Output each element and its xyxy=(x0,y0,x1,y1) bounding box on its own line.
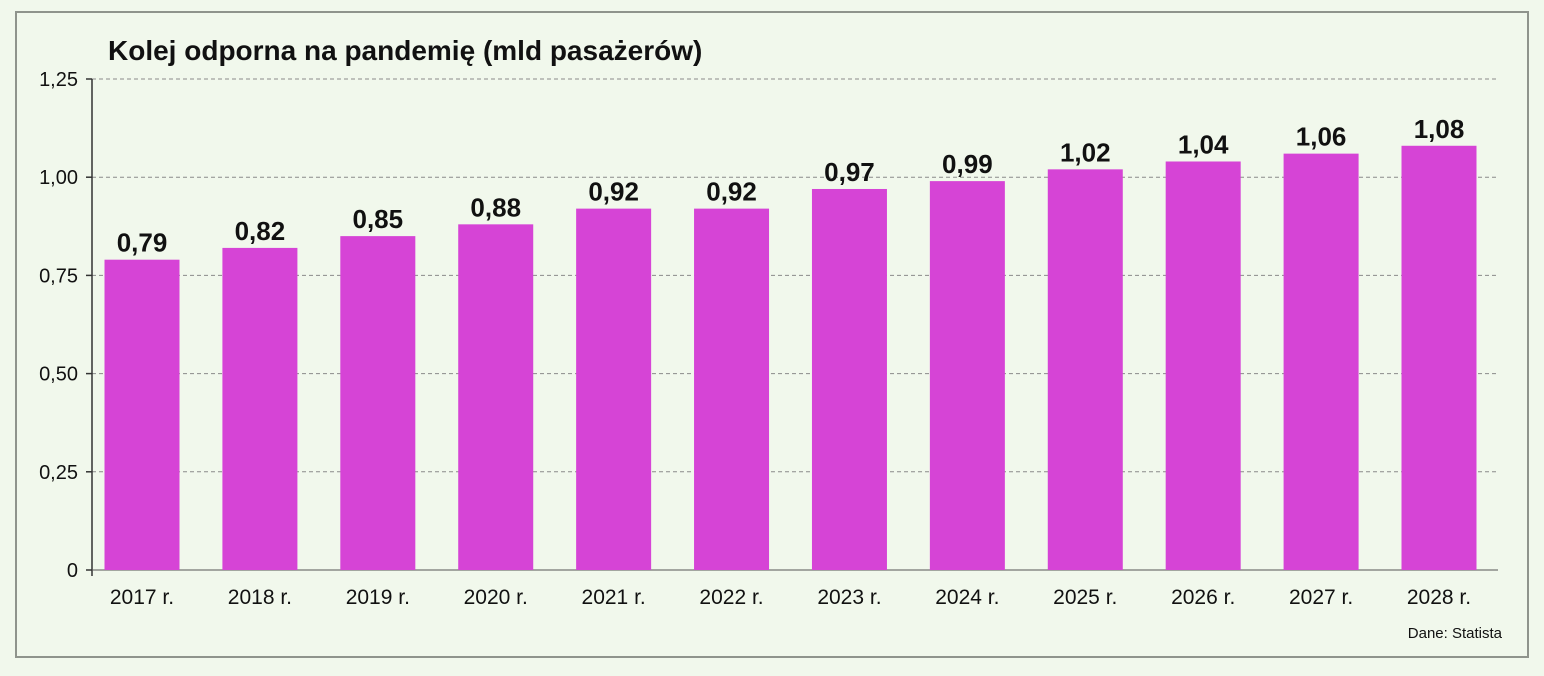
bar xyxy=(929,181,1005,571)
bar xyxy=(1047,169,1123,570)
y-tick-label: 0,75 xyxy=(39,265,78,287)
source-note: Dane: Statista xyxy=(1408,625,1503,642)
data-label: 1,06 xyxy=(1296,122,1347,152)
bar xyxy=(576,208,652,570)
y-tick-label: 1,25 xyxy=(39,69,78,91)
data-label: 0,92 xyxy=(588,177,639,207)
bar xyxy=(694,208,770,570)
x-tick-label: 2025 r. xyxy=(1053,586,1117,609)
y-tick-label: 1,00 xyxy=(39,167,78,189)
bars xyxy=(104,145,1477,571)
y-tick-label: 0,25 xyxy=(39,462,78,484)
x-tick-label: 2026 r. xyxy=(1171,586,1235,609)
x-tick-label: 2018 r. xyxy=(228,586,292,609)
data-label: 1,04 xyxy=(1178,129,1229,159)
x-tick-label: 2028 r. xyxy=(1407,586,1471,609)
bar xyxy=(811,188,887,570)
data-label: 0,82 xyxy=(235,216,286,246)
x-axis-tick-labels: 2017 r. 2018 r. 2019 r. 2020 r. 2021 r. 2022 … xyxy=(110,586,1471,609)
x-tick-label: 2024 r. xyxy=(935,586,999,609)
data-label: 0,99 xyxy=(942,149,993,179)
data-label: 0,88 xyxy=(470,192,521,222)
data-label: 0,92 xyxy=(706,177,757,207)
data-label: 0,79 xyxy=(117,228,168,258)
bar xyxy=(1165,161,1241,570)
x-tick-label: 2021 r. xyxy=(582,586,646,609)
x-tick-label: 2022 r. xyxy=(699,586,763,609)
data-label: 0,97 xyxy=(824,157,875,187)
y-tick-label: 0,50 xyxy=(39,364,78,386)
bar xyxy=(104,259,180,570)
grid-lines xyxy=(92,78,1498,473)
x-tick-label: 2019 r. xyxy=(346,586,410,609)
data-label: 0,85 xyxy=(353,204,404,234)
data-label: 1,02 xyxy=(1060,137,1111,167)
x-tick-label: 2017 r. xyxy=(110,586,174,609)
bar xyxy=(340,236,416,570)
bar xyxy=(458,224,534,570)
x-tick-label: 2020 r. xyxy=(464,586,528,609)
bar xyxy=(1401,145,1477,570)
x-tick-label: 2023 r. xyxy=(817,586,881,609)
x-tick-label: 2027 r. xyxy=(1289,586,1353,609)
chart-title: Kolej odporna na pandemię (mld pasażerów… xyxy=(108,35,702,66)
bar xyxy=(222,247,298,571)
data-label: 1,08 xyxy=(1414,114,1465,144)
y-tick-label: 0 xyxy=(67,560,78,582)
bar xyxy=(1283,153,1359,570)
y-axis: 0 0,25 0,50 0,75 1,00 1,25 xyxy=(39,69,1498,582)
data-labels: 0,79 0,82 0,85 0,88 0,92 0,92 0,97 0,99 1,02 1,04… xyxy=(117,114,1465,258)
